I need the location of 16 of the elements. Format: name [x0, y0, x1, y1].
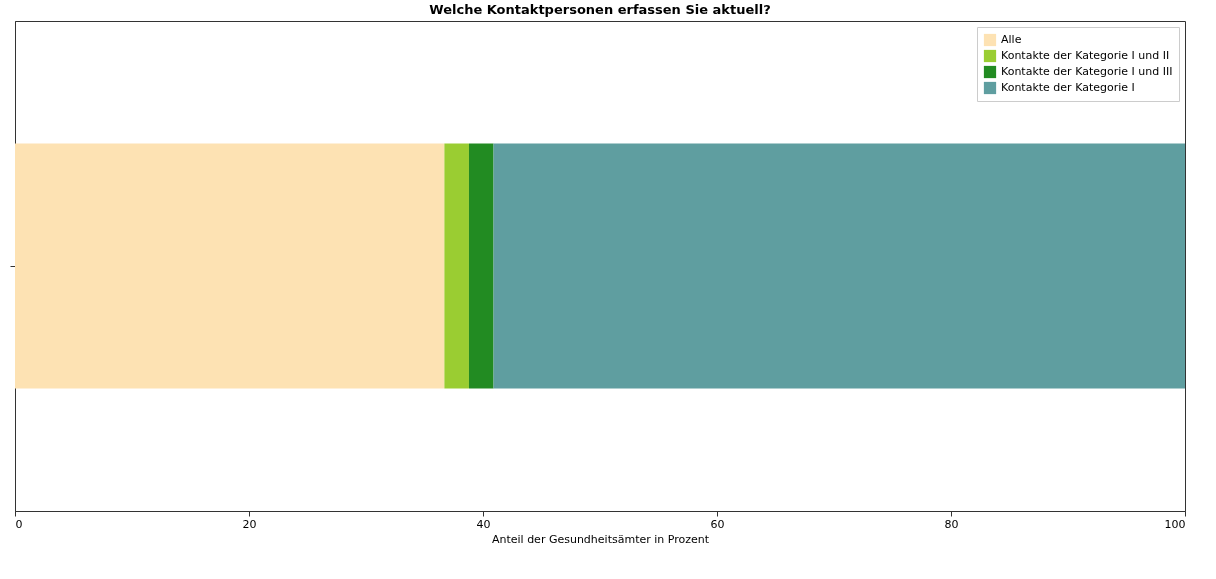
x-tick-label: 20 [242, 517, 257, 531]
legend-label: Kontakte der Kategorie I und II [1001, 49, 1170, 62]
x-tick-label: 80 [944, 517, 959, 531]
legend-label: Alle [1001, 33, 1022, 46]
x-tick-label: 100 [1164, 517, 1186, 531]
x-tick-label: 60 [710, 517, 725, 531]
bar [15, 143, 445, 389]
legend-label: Kontakte der Kategorie I [1001, 81, 1135, 94]
bar [444, 143, 469, 389]
x-tick-label: 40 [476, 517, 491, 531]
bar [468, 143, 494, 389]
bar [493, 143, 1185, 389]
x-tick-label: 0 [15, 517, 23, 531]
legend-label: Kontakte der Kategorie I und III [1001, 65, 1173, 78]
chart-title: Welche Kontaktpersonen erfassen Sie aktuell? [429, 2, 771, 17]
x-axis-title: Anteil der Gesundheitsämter in Prozent [491, 532, 710, 546]
